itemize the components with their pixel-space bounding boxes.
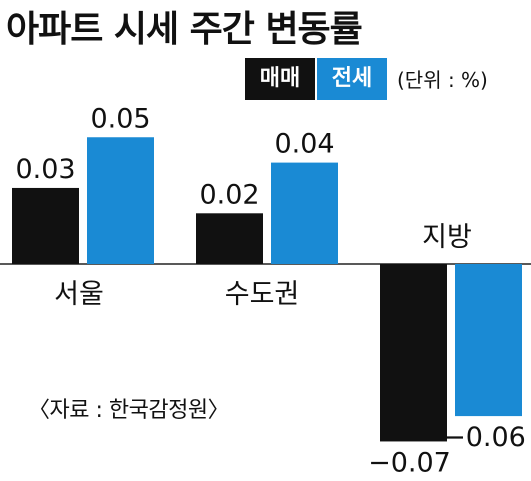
data-label-jeonse-1: 0.04 — [274, 129, 334, 160]
bar-jeonse-2 — [455, 264, 522, 417]
bar-sale-2 — [380, 264, 447, 442]
source-note: 〈자료 : 한국감정원〉 — [28, 398, 230, 423]
bar-sale-1 — [196, 213, 263, 264]
category-label-1: 수도권 — [225, 279, 300, 310]
legend-jeonse: 전세 — [317, 58, 387, 100]
data-label-jeonse-2: −0.06 — [443, 422, 526, 453]
category-label-0: 서울 — [54, 279, 104, 310]
chart-title: 아파트 시세 주간 변동률 — [6, 9, 363, 50]
legend-sale: 매매 — [245, 58, 315, 100]
data-label-sale-2: −0.07 — [368, 447, 451, 478]
unit-note: (단위 : %) — [397, 68, 488, 92]
bar-sale-0 — [12, 187, 79, 264]
bar-jeonse-0 — [87, 137, 154, 264]
category-label-2: 지방 — [422, 222, 472, 253]
bar-jeonse-1 — [271, 162, 338, 264]
data-label-sale-1: 0.02 — [199, 179, 259, 210]
data-label-sale-0: 0.03 — [15, 154, 75, 185]
data-label-jeonse-0: 0.05 — [90, 103, 150, 134]
